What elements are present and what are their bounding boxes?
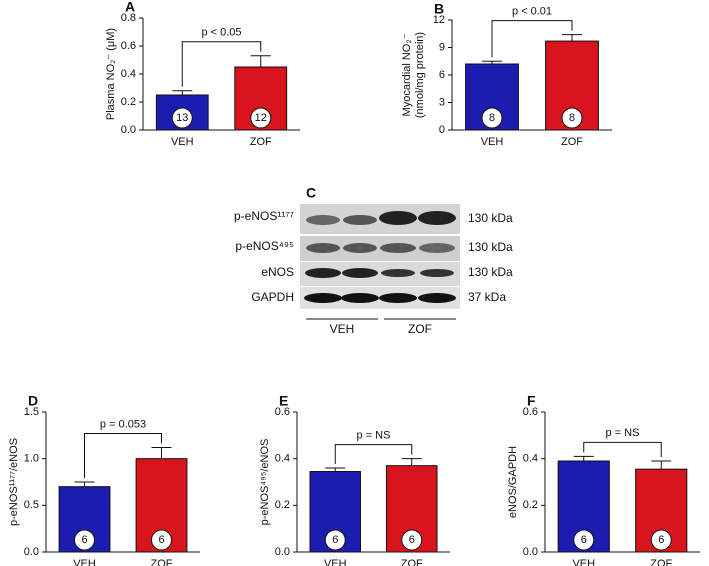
y-tick-label: 0.4 [121,68,136,80]
y-axis-label: p-eNOS⁴⁹⁵/eNOS [259,439,271,526]
blot-row-label: eNOS [261,265,294,279]
n-badge [324,529,346,551]
x-tick-label: VEH [73,558,96,566]
n-badge [573,529,595,551]
y-tick-label: 0.5 [24,499,39,511]
group-label: VEH [330,322,355,336]
x-tick-label: VEH [324,558,347,566]
x-tick-label: VEH [481,136,504,148]
panel-letter: D [28,393,38,409]
n-badge [401,529,423,551]
y-tick-label: 0.4 [275,453,290,465]
annotation: p = NS [357,430,391,442]
western-blot: C p-eNOS¹¹⁷⁷ p-eNOS⁴⁹⁵ eNOS GAPDH 130 kD… [234,185,513,336]
y-tick-label: 0.0 [523,546,538,558]
x-tick-label: VEH [171,136,194,148]
n-label: 6 [581,534,587,546]
y-tick-label: 6 [439,69,445,81]
annotation: p = NS [606,427,640,439]
blot-row-label: p-eNOS⁴⁹⁵ [235,239,294,253]
n-label: 6 [409,534,415,546]
y-tick-label: 0.2 [121,96,136,108]
n-badge [74,529,95,551]
bar [386,465,438,553]
significance-bracket [181,41,262,87]
y-tick-label: 0.6 [523,406,538,418]
y-tick-label: 0.2 [275,499,290,511]
blot-size: 130 kDa [468,211,513,225]
y-tick-label: 0.4 [523,453,538,465]
x-tick-label: ZOF [650,558,672,566]
y-tick-label: 0.0 [24,546,39,558]
y-axis-label: (nmol/mg protein) [414,32,426,118]
annotation: p < 0.01 [512,6,552,18]
y-axis-label: p-eNOS¹¹⁷⁷/eNOS [8,438,20,526]
x-tick-label: ZOF [151,558,173,566]
n-label: 6 [158,534,164,546]
panel-letter: C [306,185,316,201]
n-badge [171,107,193,129]
x-tick-label: VEH [572,558,595,566]
significance-bracket [491,20,573,58]
blot-size: 130 kDa [468,240,513,254]
y-tick-label: 0.6 [121,40,136,52]
annotation: p = 0.053 [100,418,146,430]
n-badge [250,107,272,129]
blot-row-label: p-eNOS¹¹⁷⁷ [234,209,294,223]
y-axis-label: Myocardial NO₂⁻ [401,33,413,116]
n-label: 6 [81,534,87,546]
significance-bracket [84,432,162,478]
n-label: 6 [332,534,338,546]
y-axis-label: eNOS/GAPDH [507,446,519,518]
y-tick-label: 0 [439,124,445,136]
y-tick-label: 0.8 [121,12,136,24]
significance-bracket [583,441,662,457]
panel-letter: B [434,1,444,17]
n-badge [151,529,172,551]
y-tick-label: 0.0 [121,124,136,136]
y-tick-label: 0.6 [275,406,290,418]
y-tick-label: 3 [439,96,445,108]
y-tick-label: 0.0 [275,546,290,558]
blot-size: 37 kDa [468,290,506,304]
bands [304,211,456,303]
y-tick-label: 12 [433,14,445,26]
annotation: p < 0.05 [201,27,241,39]
n-label: 12 [255,112,267,124]
group-label: ZOF [408,322,432,336]
blot-row-label: GAPDH [251,290,294,304]
blot-size: 130 kDa [468,265,513,279]
y-tick-label: 0.2 [523,499,538,511]
y-tick-label: 1.0 [24,453,39,465]
panel-letter: F [527,393,536,409]
panel-letter: E [279,393,288,409]
x-tick-label: ZOF [250,136,272,148]
n-label: 6 [658,534,664,546]
significance-bracket [334,444,413,464]
panel-letter: A [125,0,135,15]
n-label: 13 [176,112,188,124]
n-label: 8 [569,112,575,124]
x-tick-label: ZOF [561,136,583,148]
y-axis-label: Plasma NO₂⁻ (μM) [105,28,117,120]
y-tick-label: 1.5 [24,406,39,418]
n-badge [481,107,503,129]
n-badge [650,529,672,551]
y-tick-label: 9 [439,41,445,53]
x-tick-label: ZOF [401,558,423,566]
n-label: 8 [489,112,495,124]
n-badge [561,107,583,129]
